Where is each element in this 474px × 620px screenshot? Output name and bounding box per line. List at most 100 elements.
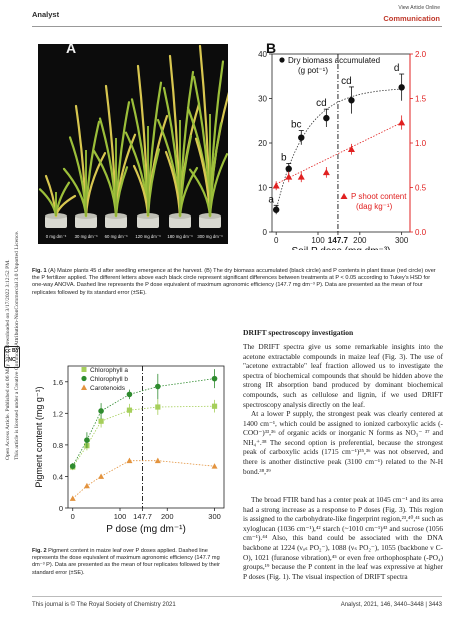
legend-label: Chlorophyll b — [90, 376, 128, 383]
carotenoids-point — [126, 457, 133, 464]
x-axis-title: P dose (mg dm⁻¹) — [106, 524, 186, 535]
significance-letter: cd — [316, 98, 327, 109]
biomass-fit-curve — [275, 88, 402, 210]
biomass-point — [348, 97, 355, 104]
carotenoids-point — [98, 473, 105, 479]
cc-license-badge[interactable]: cc BY NC — [4, 346, 20, 368]
legend-biomass-unit: (g pot⁻¹) — [298, 66, 328, 75]
x-tick-label: 300 — [208, 512, 221, 521]
p-content-point — [347, 145, 355, 153]
plant-pot — [199, 216, 221, 228]
legend-biomass-marker — [279, 57, 285, 63]
plant-pot — [169, 216, 191, 228]
biomass-point — [298, 134, 305, 141]
maize-plants-photo: 0 mg dm⁻³ 30 mg dm⁻³ 60 mg dm⁻³ 120 mg dm⁻³… — [38, 44, 228, 244]
left-tick-label: 0 — [263, 228, 268, 237]
series-line — [72, 460, 215, 499]
carotenoids-point — [83, 482, 90, 489]
figure-1-caption-text: (A) Maize plants 45 d after seedling eme… — [32, 268, 436, 296]
chlorophyll-a-point — [155, 404, 161, 410]
section-heading: DRIFT spectroscopy investigation — [243, 328, 354, 337]
biomass-point — [272, 206, 280, 213]
series-line — [72, 378, 215, 467]
chlorophyll-a-point — [126, 407, 133, 413]
right-tick-label: 0.5 — [415, 184, 427, 193]
plant-pot — [105, 216, 127, 228]
significance-letter: cd — [341, 76, 352, 87]
body-paragraph-2: At a lower P supply, the strongest peak … — [243, 409, 443, 476]
legend-marker — [81, 367, 87, 372]
maize-plants-illustration: 0 mg dm⁻³ 30 mg dm⁻³ 60 mg dm⁻³ 120 mg dm⁻³… — [38, 44, 228, 244]
x-tick-label: 147.7 — [133, 512, 152, 521]
body-paragraph-3: The broad FTIR band has a center peak at… — [243, 495, 443, 581]
y-tick-label: 0.4 — [53, 472, 63, 481]
panel-b-label: B — [266, 40, 277, 56]
p-content-point — [297, 173, 305, 180]
left-tick-label: 20 — [258, 139, 267, 148]
plant-pot — [45, 216, 67, 228]
journal-name: Analyst — [32, 10, 60, 19]
legend-biomass-label: Dry biomass accumulated — [288, 56, 380, 65]
p-content-point — [398, 119, 406, 126]
plant-pot — [137, 216, 159, 228]
view-article-online-link[interactable]: View Article Online — [398, 5, 440, 11]
x-tick-label: 200 — [161, 512, 174, 521]
p-content-fit-line — [276, 122, 402, 185]
biomass-point — [398, 84, 405, 91]
plot-frame — [67, 365, 225, 509]
x-tick-label: 100 — [114, 512, 127, 521]
left-tick-label: 30 — [258, 95, 267, 104]
p-content-point — [272, 182, 280, 189]
photo-dose-label: 30 mg dm⁻³ — [75, 234, 98, 239]
photo-dose-label: 180 mg dm⁻³ — [167, 234, 193, 239]
significance-letter: a — [268, 194, 274, 205]
figure-2-caption-label: Fig. 2 — [32, 548, 47, 554]
series-line — [72, 405, 215, 468]
legend-p-label: P shoot content — [351, 192, 407, 201]
y-axis-title: Pigment content (mg g⁻¹) — [34, 386, 44, 487]
chlorophyll-a-point — [211, 403, 218, 409]
chlorophyll-a-point — [98, 418, 104, 424]
footer-copyright: This journal is © The Royal Society of C… — [32, 602, 176, 608]
photo-dose-label: 300 mg dm⁻³ — [197, 234, 223, 239]
significance-letter: bc — [291, 120, 302, 131]
y-tick-label: 0.8 — [53, 441, 63, 450]
x-tick-label: 200 — [353, 236, 367, 245]
footer-citation: Analyst, 2021, 146, 3440–3448 | 3443 — [340, 602, 442, 608]
photo-dose-label: 120 mg dm⁻³ — [135, 234, 161, 239]
y-tick-label: 1.6 — [53, 378, 63, 387]
biomass-point — [285, 165, 292, 173]
left-tick-label: 10 — [258, 184, 267, 193]
x-tick-label: 0 — [274, 236, 279, 245]
panel-a-label: A — [66, 40, 77, 56]
figure-1-caption: Fig. 1 (A) Maize plants 45 d after seedl… — [32, 268, 442, 297]
photo-dose-label: 60 mg dm⁻³ — [105, 234, 128, 239]
body-paragraph-1: The DRIFT spectra give us some remarkabl… — [243, 342, 443, 409]
left-tick-label: 40 — [258, 50, 267, 59]
right-tick-label: 1.0 — [415, 139, 427, 148]
figure-2-caption-text: Pigment content in maize leaf over P dos… — [32, 548, 220, 576]
carotenoids-point — [211, 463, 218, 469]
p-content-point — [322, 168, 330, 176]
x-axis-title: Soil P dose (mg dm⁻³) — [291, 246, 390, 250]
legend-marker — [81, 384, 87, 390]
carotenoids-point — [69, 495, 76, 501]
right-tick-label: 0.0 — [415, 228, 427, 237]
plant-pot — [75, 216, 97, 228]
legend-label: Chlorophyll a — [90, 367, 128, 374]
y-tick-label: 1.2 — [53, 409, 63, 418]
legend-label: Carotenoids — [90, 385, 126, 392]
figure-2-caption: Fig. 2 Pigment content in maize leaf ove… — [32, 548, 232, 577]
article-type: Communication — [383, 14, 440, 23]
header-divider — [32, 26, 442, 27]
photo-dose-label: 0 mg dm⁻³ — [46, 234, 67, 239]
x-tick-label: 300 — [395, 236, 409, 245]
x-tick-label: 147.7 — [328, 236, 349, 245]
figure-1-caption-label: Fig. 1 — [32, 268, 47, 274]
legend-marker — [81, 375, 87, 382]
pigment-content-chart: 0 0.4 0.8 1.2 1.6 0 100 147.7 200 300 P dose (mg d… — [34, 365, 225, 535]
significance-letter: d — [394, 63, 400, 74]
chlorophyll-b-point — [155, 383, 161, 390]
legend-p-unit: (dag kg⁻¹) — [356, 202, 393, 211]
